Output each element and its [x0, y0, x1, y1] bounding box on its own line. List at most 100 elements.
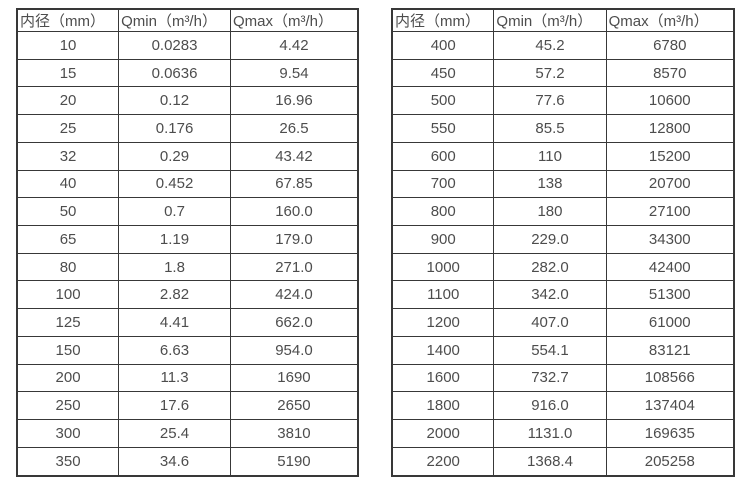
cell-diameter: 700: [391, 169, 495, 199]
cell-qmin: 85.5: [493, 114, 607, 143]
cell-qmax: 954.0: [229, 335, 359, 365]
cell-qmax: 160.0: [229, 197, 359, 227]
cell-diameter: 125: [16, 308, 120, 337]
cell-diameter: 1600: [391, 363, 495, 393]
cell-qmax: 42400: [605, 252, 735, 282]
table-row: 450 57.2 8570: [391, 58, 735, 88]
table-row: 25 0.176 26.5: [16, 114, 359, 143]
cell-qmin: 0.29: [118, 141, 231, 171]
cell-qmin: 0.0283: [118, 31, 231, 60]
cell-diameter: 400: [391, 31, 495, 60]
cell-qmin: 0.176: [118, 114, 231, 143]
cell-qmin: 1.8: [118, 252, 231, 282]
header-row: 内径（mm） Qmin（m³/h） Qmax（m³/h）: [16, 8, 359, 32]
cell-diameter: 800: [391, 197, 495, 227]
table-row: 550 85.5 12800: [391, 114, 735, 143]
table-row: 250 17.6 2650: [16, 391, 359, 421]
cell-diameter: 1400: [391, 335, 495, 365]
cell-qmax: 108566: [605, 363, 735, 393]
cell-qmin: 11.3: [118, 363, 231, 393]
table-row: 600 110 15200: [391, 141, 735, 171]
cell-qmin: 34.6: [118, 446, 231, 477]
cell-qmax: 15200: [605, 141, 735, 171]
cell-qmax: 424.0: [229, 280, 359, 310]
header-qmin: Qmin（m³/h）: [118, 8, 231, 32]
header-diameter: 内径（mm）: [391, 8, 495, 32]
flow-spec-table-large-diameters: 内径（mm） Qmin（m³/h） Qmax（m³/h） 400 45.2 6780…: [391, 8, 735, 477]
cell-diameter: 550: [391, 114, 495, 143]
cell-diameter: 15: [16, 58, 120, 88]
cell-qmin: 916.0: [493, 391, 607, 421]
cell-qmin: 57.2: [493, 58, 607, 88]
cell-diameter: 350: [16, 446, 120, 477]
header-qmin: Qmin（m³/h）: [493, 8, 607, 32]
cell-diameter: 1000: [391, 252, 495, 282]
cell-qmin: 1131.0: [493, 419, 607, 448]
cell-diameter: 450: [391, 58, 495, 88]
cell-qmax: 179.0: [229, 225, 359, 254]
table-row: 1000 282.0 42400: [391, 252, 735, 282]
header-qmax: Qmax（m³/h）: [229, 8, 359, 32]
table-row: 700 138 20700: [391, 169, 735, 199]
cell-diameter: 20: [16, 86, 120, 116]
table-row: 800 180 27100: [391, 197, 735, 227]
cell-qmax: 662.0: [229, 308, 359, 337]
cell-qmax: 205258: [605, 446, 735, 477]
cell-qmin: 110: [493, 141, 607, 171]
cell-qmax: 5190: [229, 446, 359, 477]
cell-qmin: 138: [493, 169, 607, 199]
cell-qmax: 43.42: [229, 141, 359, 171]
cell-diameter: 50: [16, 197, 120, 227]
cell-qmax: 3810: [229, 419, 359, 448]
table-row: 400 45.2 6780: [391, 31, 735, 60]
cell-qmax: 137404: [605, 391, 735, 421]
header-diameter: 内径（mm）: [16, 8, 120, 32]
cell-diameter: 65: [16, 225, 120, 254]
cell-qmin: 732.7: [493, 363, 607, 393]
cell-diameter: 200: [16, 363, 120, 393]
cell-qmin: 1368.4: [493, 446, 607, 477]
cell-qmin: 2.82: [118, 280, 231, 310]
table-row: 40 0.452 67.85: [16, 169, 359, 199]
cell-qmin: 0.7: [118, 197, 231, 227]
cell-qmin: 4.41: [118, 308, 231, 337]
cell-qmax: 51300: [605, 280, 735, 310]
cell-qmax: 2650: [229, 391, 359, 421]
cell-diameter: 500: [391, 86, 495, 116]
header-qmax: Qmax（m³/h）: [605, 8, 735, 32]
table-row: 65 1.19 179.0: [16, 225, 359, 254]
cell-qmin: 45.2: [493, 31, 607, 60]
cell-diameter: 25: [16, 114, 120, 143]
table-row: 20 0.12 16.96: [16, 86, 359, 116]
table-row: 2000 1131.0 169635: [391, 419, 735, 448]
cell-diameter: 600: [391, 141, 495, 171]
cell-qmin: 282.0: [493, 252, 607, 282]
table-row: 900 229.0 34300: [391, 225, 735, 254]
cell-diameter: 2000: [391, 419, 495, 448]
cell-qmax: 1690: [229, 363, 359, 393]
cell-qmin: 17.6: [118, 391, 231, 421]
table-row: 1600 732.7 108566: [391, 363, 735, 393]
table-row: 50 0.7 160.0: [16, 197, 359, 227]
cell-diameter: 250: [16, 391, 120, 421]
table-body: 400 45.2 6780 450 57.2 8570 500 77.6 10600 550 85.…: [391, 31, 735, 477]
cell-diameter: 1800: [391, 391, 495, 421]
cell-qmin: 0.452: [118, 169, 231, 199]
cell-qmax: 67.85: [229, 169, 359, 199]
cell-qmin: 407.0: [493, 308, 607, 337]
cell-diameter: 40: [16, 169, 120, 199]
cell-qmin: 342.0: [493, 280, 607, 310]
cell-qmin: 0.12: [118, 86, 231, 116]
table-row: 125 4.41 662.0: [16, 308, 359, 337]
cell-qmax: 8570: [605, 58, 735, 88]
cell-qmin: 554.1: [493, 335, 607, 365]
table-row: 150 6.63 954.0: [16, 335, 359, 365]
cell-diameter: 2200: [391, 446, 495, 477]
cell-qmax: 4.42: [229, 31, 359, 60]
table-row: 350 34.6 5190: [16, 446, 359, 477]
table-row: 1400 554.1 83121: [391, 335, 735, 365]
cell-diameter: 900: [391, 225, 495, 254]
table-row: 2200 1368.4 205258: [391, 446, 735, 477]
cell-qmax: 9.54: [229, 58, 359, 88]
cell-qmin: 180: [493, 197, 607, 227]
